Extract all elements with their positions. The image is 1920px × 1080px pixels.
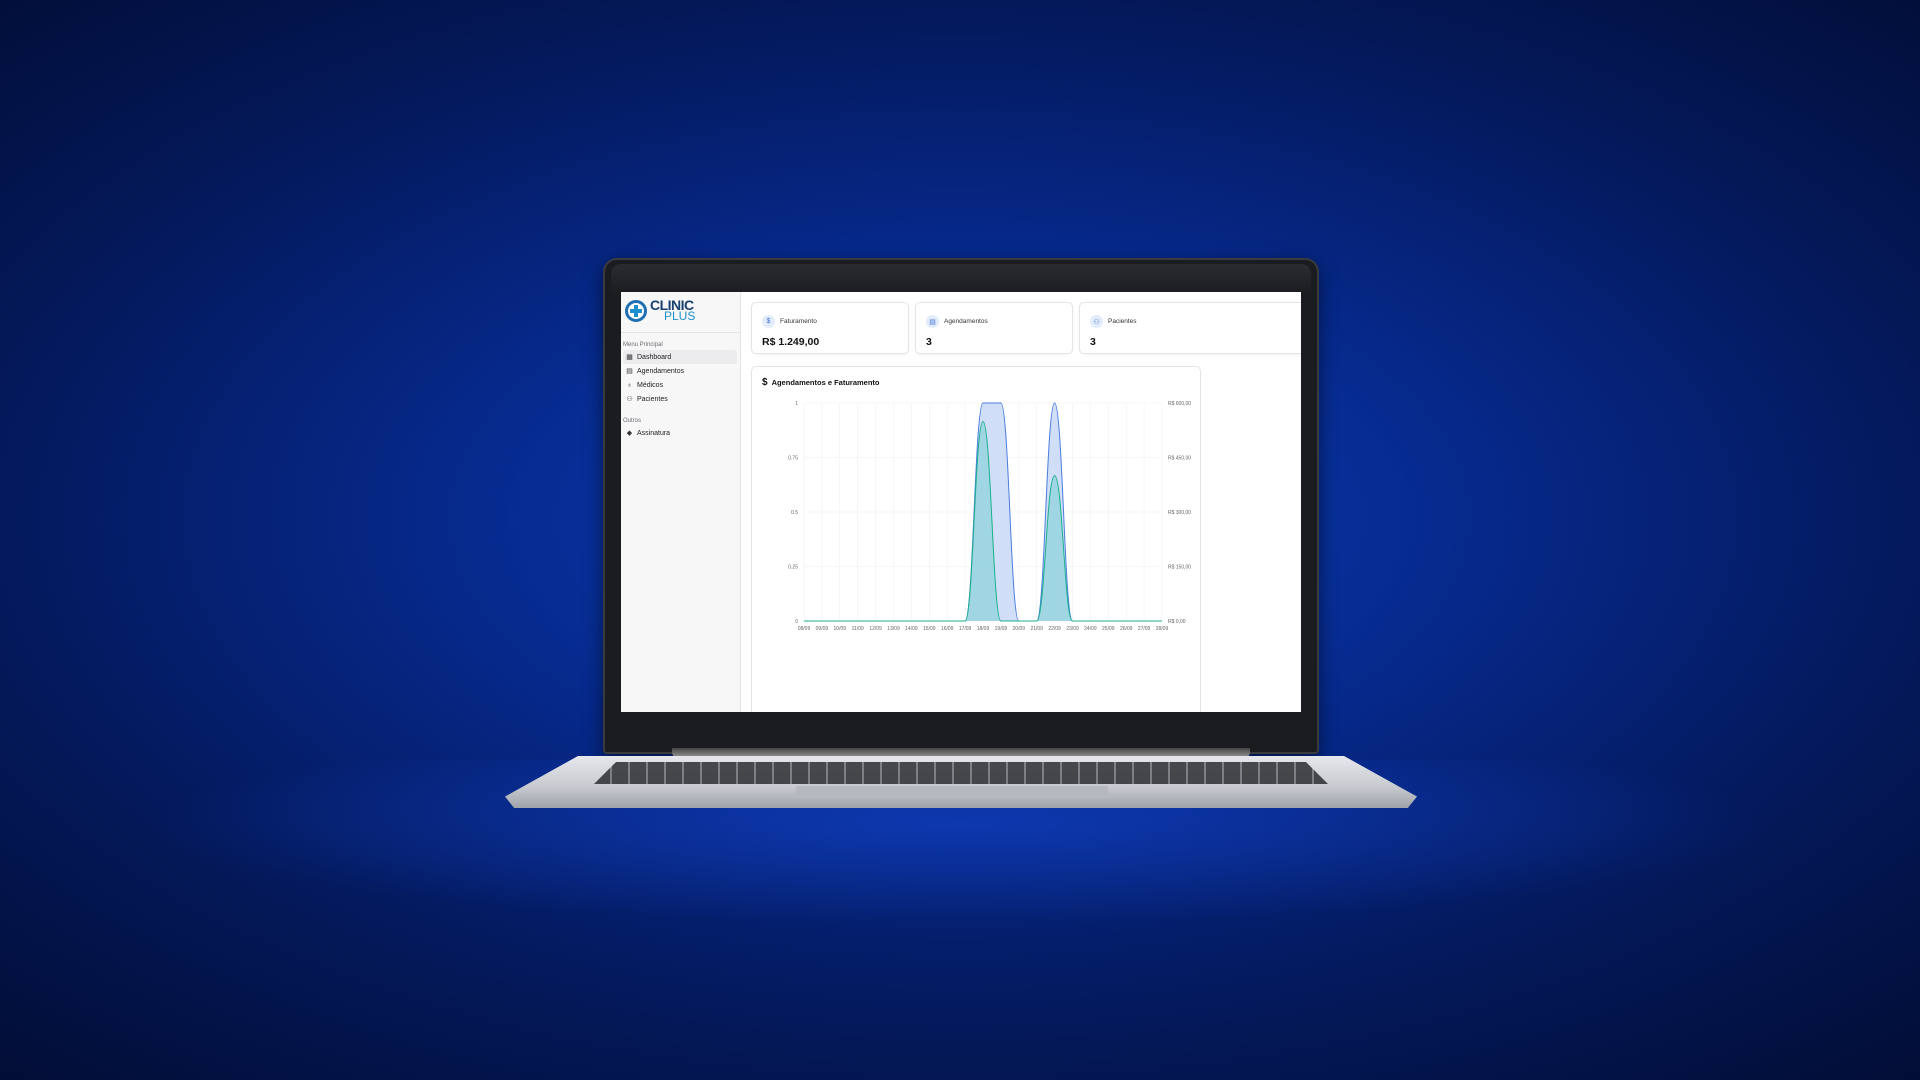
sidebar-item-dashboard[interactable]: ▦ Dashboard [623,350,737,364]
x-tick-label: 26/09 [1120,626,1133,632]
y-right-tick-label: R$ 0,00 [1168,619,1186,625]
sidebar-item-agendamentos[interactable]: ▤ Agendamentos [623,364,737,378]
card-label: Pacientes [1108,318,1137,325]
y-right-tick-label: R$ 300,00 [1168,510,1191,516]
y-right-tick-label: R$ 600,00 [1168,401,1191,407]
sidebar: CLINIC PLUS Menu Principal ▦ Dashboard ▤… [621,292,741,712]
gem-icon: ◆ [626,430,633,437]
card-value: R$ 1.249,00 [762,336,820,348]
y-left-tick-label: 0 [795,619,798,625]
laptop-hinge [672,748,1250,758]
x-tick-label: 18/09 [977,626,990,632]
sidebar-item-medicos[interactable]: ♁ Médicos [623,378,737,392]
brand-logo[interactable]: CLINIC PLUS [625,297,696,323]
y-right-tick-label: R$ 450,00 [1168,456,1191,462]
x-tick-label: 15/09 [923,626,936,632]
grid-icon: ▦ [626,354,633,361]
x-tick-label: 14/09 [905,626,918,632]
calendar-icon: ▤ [926,315,939,328]
x-tick-label: 24/09 [1084,626,1097,632]
card-label: Agendamentos [944,318,988,325]
chart-title-text: Agendamentos e Faturamento [771,378,880,387]
menu-section-label: Menu Principal [623,342,663,348]
y-left-tick-label: 1 [795,401,798,407]
stethoscope-icon: ♁ [626,381,633,389]
chart-title: $ Agendamentos e Faturamento [762,377,880,388]
x-tick-label: 16/09 [941,626,954,632]
sidebar-item-label: Assinatura [637,429,671,437]
sidebar-item-label: Médicos [637,381,664,389]
summary-card-agendamentos: ▤ Agendamentos 3 [915,302,1073,354]
x-tick-label: 27/09 [1138,626,1151,632]
laptop-keyboard [594,762,1328,784]
y-left-tick-label: 0.75 [788,456,798,462]
card-value: 3 [1090,336,1096,348]
summary-card-faturamento: $ Faturamento R$ 1.249,00 [751,302,909,354]
other-section-label: Outros [623,418,642,424]
x-tick-label: 08/09 [798,626,811,632]
sidebar-divider [621,332,741,333]
medical-cross-icon [625,300,647,322]
dollar-icon: $ [762,377,768,388]
user-icon: ⚇ [1090,315,1103,328]
laptop-lid: CLINIC PLUS Menu Principal ▦ Dashboard ▤… [603,258,1319,754]
x-tick-label: 09/09 [816,626,829,632]
sidebar-item-label: Dashboard [637,353,672,361]
sidebar-item-pacientes[interactable]: ⚇ Pacientes [623,392,737,406]
x-tick-label: 25/09 [1102,626,1115,632]
revenue-area [804,421,1162,621]
x-tick-label: 13/09 [887,626,900,632]
laptop-screen: CLINIC PLUS Menu Principal ▦ Dashboard ▤… [621,292,1301,712]
x-tick-label: 22/09 [1048,626,1061,632]
summary-card-pacientes: ⚇ Pacientes 3 [1079,302,1301,354]
calendar-icon: ▤ [626,368,633,375]
y-left-tick-label: 0.5 [791,510,798,516]
chart-card: $ Agendamentos e Faturamento 0 R$ 0,00 0.2… [751,366,1201,712]
revenue-line [804,421,1162,622]
sidebar-item-assinatura[interactable]: ◆ Assinatura [623,426,737,440]
x-tick-label: 20/09 [1013,626,1026,632]
x-tick-label: 28/09 [1156,626,1169,632]
x-tick-label: 10/09 [834,626,847,632]
card-label: Faturamento [780,318,817,325]
x-tick-label: 12/09 [869,626,882,632]
x-tick-label: 23/09 [1066,626,1079,632]
laptop-trackpad [796,786,1108,798]
x-tick-label: 19/09 [995,626,1008,632]
x-tick-label: 11/09 [852,626,864,632]
brand-name: CLINIC PLUS [650,297,696,323]
background-glow [0,760,1920,1080]
card-value: 3 [926,336,932,348]
sidebar-item-label: Pacientes [637,395,668,403]
y-left-tick-label: 0.25 [788,565,798,571]
sidebar-item-label: Agendamentos [637,367,685,375]
brand-name-line1: CLINIC [650,297,694,313]
x-tick-label: 21/09 [1030,626,1043,632]
laptop-bezel [611,264,1311,294]
brand-name-line2: PLUS [664,309,696,323]
y-right-tick-label: R$ 150,00 [1168,565,1191,571]
dollar-icon: $ [762,315,775,328]
x-tick-label: 17/09 [959,626,972,632]
users-icon: ⚇ [626,396,633,403]
appointments-revenue-chart[interactable]: 0 R$ 0,00 0.25 R$ 150,00 0.5 R$ 300,00 0.75 R$ … [752,367,1202,712]
